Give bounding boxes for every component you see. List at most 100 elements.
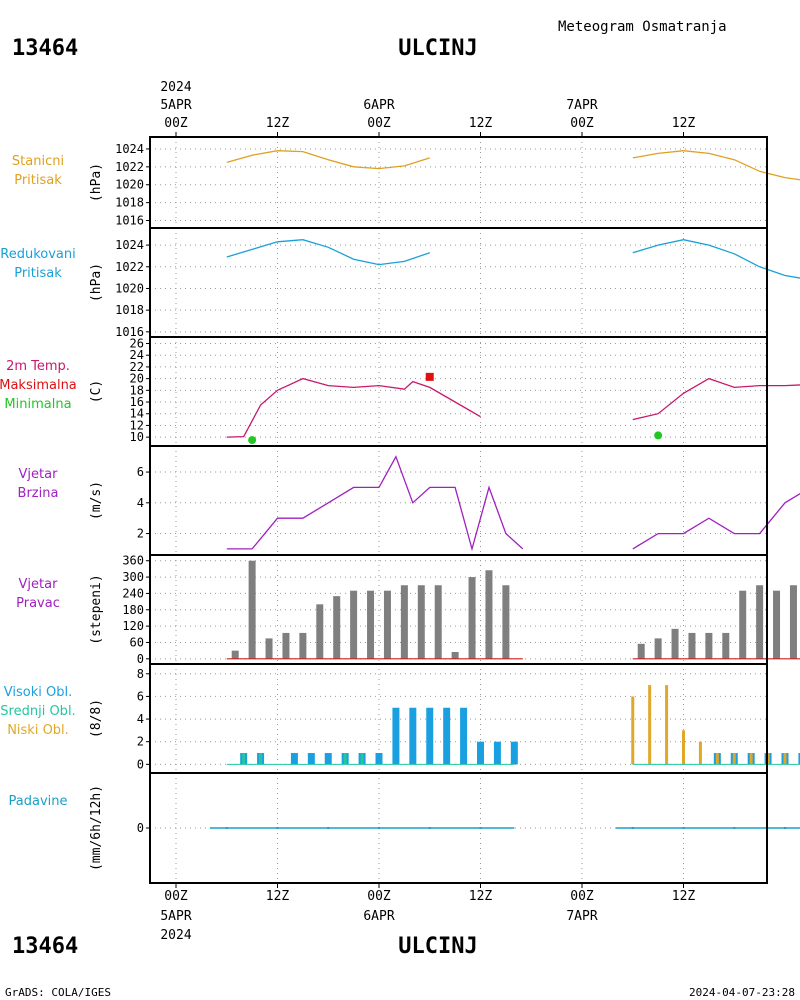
- wind-direction-bar: [333, 596, 341, 659]
- wind-direction-bar: [637, 643, 645, 659]
- station-name-top: ULCINJ: [398, 36, 477, 61]
- y-tick-label: 1020: [115, 281, 144, 295]
- low-cloud-bar: [648, 685, 652, 765]
- y-tick-label: 8: [137, 667, 144, 681]
- y-tick-label: 0: [137, 821, 144, 835]
- panel-frame: [149, 772, 768, 884]
- low-cloud-bar: [749, 753, 753, 765]
- wind-direction-bar: [671, 628, 679, 659]
- y-axis-title: (hPa): [89, 263, 104, 302]
- y-tick-label: 240: [122, 586, 144, 600]
- low-cloud-bar: [698, 741, 702, 765]
- time-tick-top: 00Z: [570, 116, 594, 131]
- y-tick-label: 0: [137, 652, 144, 666]
- subtitle: Meteogram Osmatranja: [558, 19, 727, 35]
- panel-label: Pravac: [16, 596, 60, 611]
- panel-label: 2m Temp.: [6, 359, 70, 374]
- precip-bar: [378, 827, 380, 829]
- panel-frame: [149, 136, 768, 229]
- y-tick-label: 60: [130, 635, 144, 649]
- y-tick-label: 12: [130, 418, 144, 432]
- wind-direction-bar: [705, 632, 713, 659]
- wind-direction-bar: [485, 570, 493, 659]
- top-year: 2024: [160, 80, 191, 95]
- y-tick-label: 24: [130, 348, 144, 362]
- wind-direction-bar: [434, 585, 442, 659]
- wind-direction-bar: [248, 560, 256, 659]
- y-tick-label: 1018: [115, 303, 144, 317]
- y-tick-label: 300: [122, 570, 144, 584]
- low-cloud-bar: [682, 730, 685, 765]
- bottom-year: 2024: [160, 928, 191, 943]
- panel-label: Stanicni: [12, 154, 64, 169]
- wind-direction-bar: [265, 638, 273, 659]
- panel-wind_speed: 2 4 6 (m/s) Vjetar Brzina: [18, 445, 800, 556]
- panels: 1016 1018 1020 1022 1024 (hPa) Stanicni Pritisa…: [0, 98, 800, 924]
- panel-reduced_pressure: 1016 1018 1020 1022 1024 (hPa) Redukovani Priti…: [0, 227, 800, 339]
- low-cloud-bar: [665, 685, 669, 765]
- y-tick-label: 1022: [115, 160, 144, 174]
- series-line: [226, 455, 524, 552]
- wind-direction-bar: [756, 585, 764, 659]
- y-tick-label: 4: [137, 496, 144, 510]
- y-tick-label: 1016: [115, 214, 144, 228]
- high-cloud-bar: [290, 753, 298, 765]
- y-tick-label: 1024: [115, 238, 144, 252]
- high-cloud-bar: [392, 707, 400, 765]
- low-cloud-bar: [732, 753, 736, 765]
- time-tick-top: 12Z: [266, 116, 290, 131]
- panel-label: Pritisak: [14, 266, 62, 281]
- precip-bar: [682, 827, 685, 829]
- credit: GrADS: COLA/IGES: [5, 986, 111, 999]
- y-tick-label: 0: [137, 757, 144, 771]
- time-tick-bottom: 12Z: [266, 889, 290, 904]
- tmin-marker: [654, 431, 663, 440]
- high-cloud-bar: [409, 707, 417, 765]
- y-tick-label: 2: [137, 527, 144, 541]
- wind-direction-bar: [367, 590, 375, 659]
- high-cloud-bar: [443, 707, 451, 765]
- panel-clouds: 0 2 4 6 8 (8/8) Visoki Obl. Srednji Obl. Niski O…: [0, 663, 800, 774]
- y-tick-label: 1016: [115, 325, 144, 339]
- day-label-top: 7APR: [566, 98, 597, 113]
- mid-cloud-bar: [343, 753, 347, 765]
- wind-direction-bar: [282, 632, 290, 659]
- wind-direction-bar: [400, 585, 408, 659]
- y-axis-title: (m/s): [89, 481, 104, 520]
- day-label-top: 5APR: [160, 98, 191, 113]
- low-cloud-bar: [715, 753, 719, 765]
- station-id-bottom: 13464: [12, 934, 78, 959]
- time-tick-bottom: 12Z: [469, 889, 493, 904]
- panel-wind_direction: 0 60 120 180 240 300 360 (stepeni) Vjetar Pravac: [16, 554, 800, 666]
- panel-station_pressure: 1016 1018 1020 1022 1024 (hPa) Stanicni Pritisa…: [12, 136, 800, 229]
- time-tick-bottom: 00Z: [367, 889, 391, 904]
- precip-bar: [428, 827, 431, 829]
- day-label-top: 6APR: [363, 98, 394, 113]
- series-line: [632, 492, 800, 550]
- y-tick-label: 1018: [115, 196, 144, 210]
- y-tick-label: 4: [137, 712, 144, 726]
- y-tick-label: 2: [137, 735, 144, 749]
- wind-direction-bar: [654, 638, 662, 659]
- y-axis-title: (8/8): [89, 699, 104, 738]
- panel-precipitation: 0 (mm/6h/12h) Padavine: [9, 772, 800, 884]
- y-tick-label: 1024: [115, 142, 144, 156]
- mid-cloud-bar: [242, 753, 246, 765]
- y-tick-label: 16: [130, 395, 144, 409]
- high-cloud-bar: [798, 753, 800, 765]
- high-cloud-bar: [324, 753, 332, 765]
- panel-label: Maksimalna: [0, 378, 77, 393]
- low-cloud-bar: [783, 753, 787, 765]
- y-axis-title: (stepeni): [89, 574, 104, 644]
- panel-label: Vjetar: [19, 467, 59, 482]
- high-cloud-bar: [460, 707, 468, 765]
- y-tick-label: 120: [122, 619, 144, 633]
- wind-direction-bar: [722, 632, 730, 659]
- panel-label: Srednji Obl.: [0, 704, 75, 719]
- y-tick-label: 18: [130, 383, 144, 397]
- y-axis-title: (C): [89, 380, 104, 403]
- series-line: [226, 377, 481, 438]
- day-label-bottom: 6APR: [363, 909, 394, 924]
- series-line: [632, 239, 800, 279]
